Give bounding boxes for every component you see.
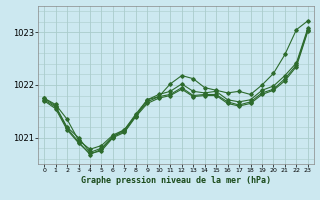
X-axis label: Graphe pression niveau de la mer (hPa): Graphe pression niveau de la mer (hPa)	[81, 176, 271, 185]
